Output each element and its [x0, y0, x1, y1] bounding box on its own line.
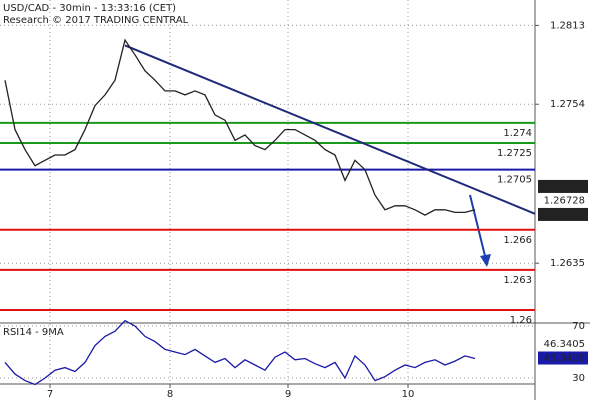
- price-tag: 1.26728: [544, 195, 585, 206]
- y-tick-label: 1.2635: [550, 258, 585, 269]
- x-tick-label: 9: [285, 389, 291, 400]
- x-tick-label: 10: [402, 389, 415, 400]
- price-tag-box: [538, 207, 588, 221]
- series-line: [4, 38, 476, 216]
- level-label: 1.2705: [497, 175, 532, 186]
- projection-arrow: [469, 194, 487, 261]
- price-tag-box: [538, 351, 588, 365]
- y-tick-label: 70: [572, 321, 585, 332]
- level-label: 1.274: [503, 128, 532, 139]
- level-label: 1.26: [510, 315, 532, 326]
- y-tick-label: 30: [572, 373, 585, 384]
- rsi-title: RSI14 - 9MA: [3, 327, 64, 338]
- price-tag: 46.3405: [544, 339, 585, 350]
- x-tick-label: 7: [47, 389, 53, 400]
- projection-arrow-head: [480, 254, 491, 267]
- price-tag: 1.26715: [544, 209, 585, 220]
- price-tag: 1.26812: [544, 181, 585, 192]
- level-label: 1.263: [503, 275, 532, 286]
- x-tick-label: 8: [167, 389, 173, 400]
- level-label: 1.266: [503, 235, 532, 246]
- y-tick-label: 1.2813: [550, 20, 585, 31]
- price-tag: 45.3408: [544, 353, 585, 364]
- price-tag-box: [538, 337, 588, 351]
- chart-title: USD/CAD - 30min - 13:33:16 (CET): [3, 3, 176, 14]
- price-tag-box: [538, 179, 588, 193]
- series-line: [4, 319, 476, 386]
- chart-subtitle: Research © 2017 TRADING CENTRAL: [3, 15, 189, 26]
- price-tag-box: [538, 193, 588, 207]
- y-tick-label: 1.2754: [550, 99, 585, 110]
- trendline: [124, 44, 536, 215]
- level-label: 1.2725: [497, 148, 532, 159]
